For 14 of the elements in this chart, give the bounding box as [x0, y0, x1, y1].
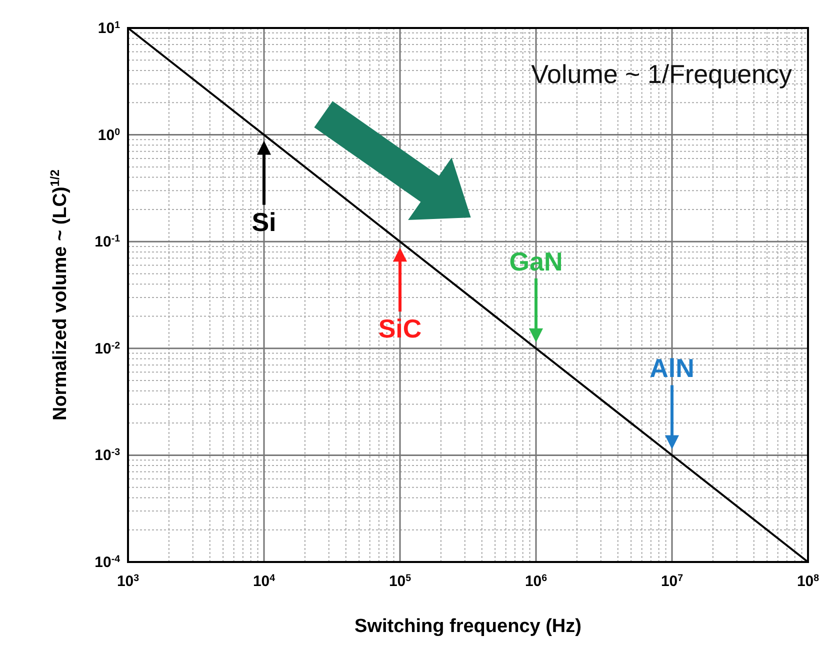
x-tick-label: 10$^{3}$	[116, 572, 140, 590]
x-tick-label: 10$^{7}$	[660, 572, 684, 590]
y-tick-label: 10$^{-4}$	[94, 554, 121, 571]
x-tick-label: 10$^{5}$	[388, 572, 412, 590]
x-tick-label: 10$^{4}$	[252, 572, 276, 590]
y-tick-label: 10$^{-3}$	[94, 446, 121, 464]
x-axis-title: Switching frequency (Hz)	[354, 616, 582, 637]
annotation: Si	[252, 206, 276, 237]
x-tick-label: 10$^{8}$	[796, 572, 820, 590]
y-tick-label: 10$^{-2}$	[94, 340, 121, 358]
x-tick-label: 10$^{6}$	[524, 572, 548, 590]
y-tick-label: 10$^{0}$	[98, 126, 121, 144]
y-tick-label: 10$^{-1}$	[94, 233, 121, 251]
y-tick-label: 10$^{1}$	[98, 20, 121, 37]
